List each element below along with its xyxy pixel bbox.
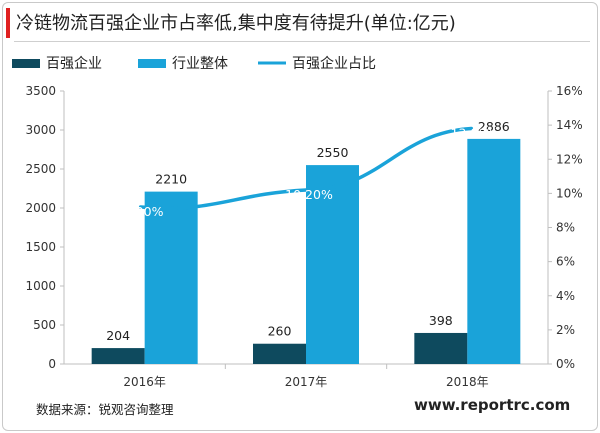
x-tick-label: 2017年 (285, 375, 328, 389)
y-left-tick-label: 2000 (25, 201, 56, 215)
y-left-tick-label: 500 (33, 318, 56, 332)
watermark: www.reportrc.com (414, 396, 571, 414)
bars (91, 138, 521, 364)
y-left-tick-label: 3500 (25, 84, 56, 98)
share-value-label: 10.20% (285, 187, 333, 202)
bar-industry (467, 138, 521, 364)
x-tick-label: 2016年 (123, 375, 166, 389)
legend: 百强企业 行业整体 百强企业占比 (12, 55, 376, 72)
bar-value-label: 204 (106, 328, 130, 343)
legend-label: 行业整体 (172, 56, 228, 72)
y-right-tick-label: 0% (556, 357, 575, 371)
legend-swatch (12, 59, 40, 68)
y-left-tick-label: 0 (48, 357, 56, 371)
y-left-tick-label: 1000 (25, 279, 56, 293)
y-right-tick-label: 2% (556, 323, 575, 337)
y-right-tick-label: 10% (556, 186, 583, 200)
y-right-tick-label: 16% (556, 84, 583, 98)
data-source-note: 数据来源：锐观咨询整理 (36, 402, 174, 417)
bar-value-label: 398 (429, 313, 453, 328)
bar-industry (144, 191, 198, 364)
share-value-label: 13.80% (450, 126, 498, 141)
bar-value-label: 260 (268, 324, 292, 339)
data-labels: 204 260 398 2210 2550 2886 9.20% 10.20% 13.80% (106, 119, 510, 343)
y-left-tick-label: 3000 (25, 123, 56, 137)
x-tick-label: 2018年 (446, 375, 489, 389)
y-left-tick-label: 1500 (25, 240, 56, 254)
bar-value-label: 2210 (155, 172, 187, 187)
y-right-tick-label: 8% (556, 221, 575, 235)
bar-value-label: 2550 (317, 145, 349, 160)
title-accent-bar (6, 8, 10, 38)
bar-top100 (414, 332, 468, 364)
y-left-tick-label: 2500 (25, 162, 56, 176)
legend-label: 百强企业 (46, 55, 102, 72)
bar-top100 (253, 343, 306, 364)
y-right-tick-label: 12% (556, 152, 583, 166)
share-line-path (138, 126, 474, 210)
y-right-tick-label: 4% (556, 289, 575, 303)
y-right-tick-label: 6% (556, 255, 575, 269)
chart-title: 冷链物流百强企业市占率低,集中度有待提升(单位:亿元) (16, 13, 456, 34)
legend-swatch (138, 59, 166, 68)
bar-top100 (91, 348, 145, 364)
bar-value-label: 2886 (478, 119, 510, 134)
legend-label: 百强企业占比 (292, 55, 376, 72)
title-divider (14, 41, 590, 42)
y-right-tick-label: 14% (556, 118, 583, 132)
share-line (138, 126, 474, 210)
bar-industry (306, 165, 359, 364)
share-value-label: 9.20% (124, 204, 164, 219)
